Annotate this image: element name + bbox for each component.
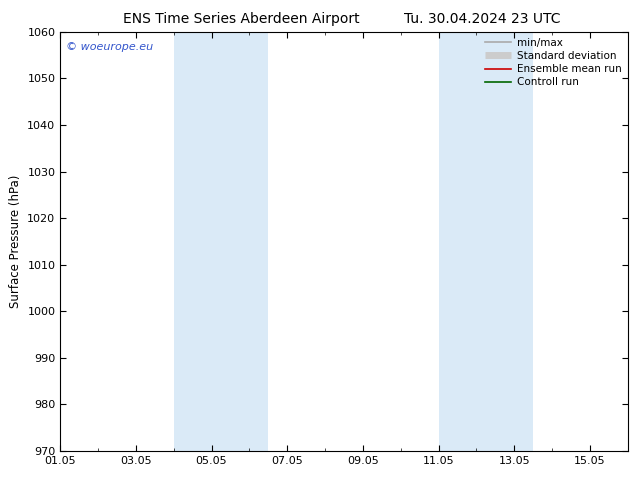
Bar xyxy=(439,32,533,451)
Legend: min/max, Standard deviation, Ensemble mean run, Controll run: min/max, Standard deviation, Ensemble me… xyxy=(481,34,626,92)
Text: ENS Time Series Aberdeen Airport: ENS Time Series Aberdeen Airport xyxy=(122,12,359,26)
Y-axis label: Surface Pressure (hPa): Surface Pressure (hPa) xyxy=(9,174,22,308)
Text: © woeurope.eu: © woeurope.eu xyxy=(66,42,153,52)
Text: Tu. 30.04.2024 23 UTC: Tu. 30.04.2024 23 UTC xyxy=(404,12,560,26)
Bar xyxy=(174,32,268,451)
